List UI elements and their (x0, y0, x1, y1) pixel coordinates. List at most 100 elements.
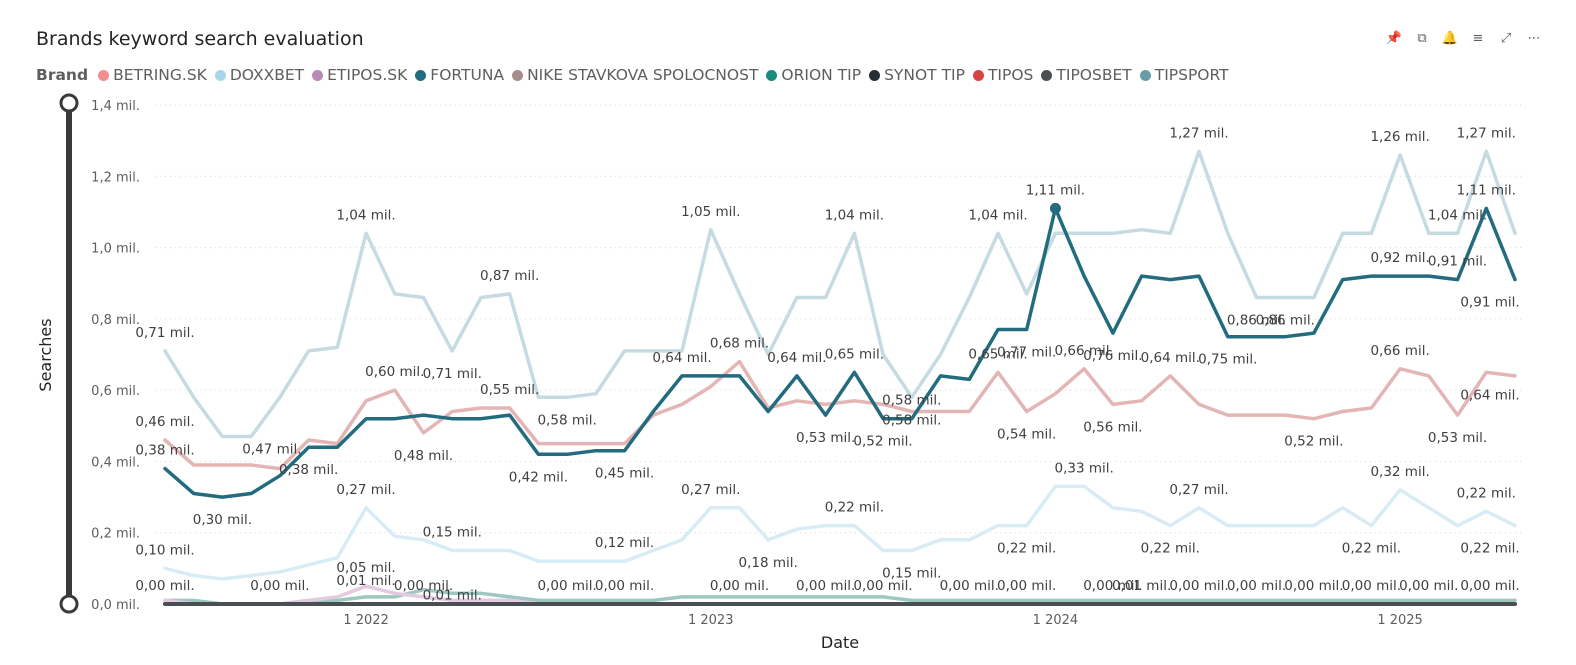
data-label: 0,00 mil. (1083, 578, 1142, 594)
legend-marker (512, 69, 524, 81)
data-label: 0,00 mil. (1342, 578, 1401, 594)
legend-marker (415, 69, 427, 81)
legend-item-orion-tip[interactable]: ORION TIP (766, 66, 861, 84)
data-label: 0,86 mil. (1256, 312, 1315, 328)
legend-marker (312, 69, 324, 81)
legend-label: FORTUNA (430, 66, 505, 84)
legend-item-doxxbet[interactable]: DOXXBET (214, 66, 304, 84)
legend: Brand BETRING.SK DOXXBET ETIPOS.SK FORTUNA N… (36, 66, 1237, 84)
data-label: 0,66 mil. (1055, 343, 1114, 359)
data-label: 0,68 mil. (710, 336, 769, 352)
data-label: 0,15 mil. (423, 525, 482, 541)
data-label: 0,22 mil. (997, 541, 1056, 557)
data-label: 0,00 mil. (710, 578, 769, 594)
series-line-fortuna[interactable] (163, 206, 1517, 499)
legend-item-synot-tip[interactable]: SYNOT TIP (869, 66, 965, 84)
range-slider-bottom-handle[interactable] (59, 594, 79, 614)
data-label: 0,60 mil. (365, 364, 424, 380)
data-label: 0,00 mil. (940, 578, 999, 594)
data-label: 0,22 mil. (1141, 541, 1200, 557)
data-label: 0,92 mil. (1370, 250, 1429, 266)
series-line-betring-sk[interactable] (163, 359, 1517, 471)
data-label: 0,00 mil. (135, 578, 194, 594)
data-label: 0,12 mil. (595, 535, 654, 551)
y-axis-range-slider[interactable] (59, 93, 79, 614)
data-label: 0,00 mil. (1284, 578, 1343, 594)
filter-icon[interactable]: ≡ (1472, 30, 1484, 46)
legend-item-tiposbet[interactable]: TIPOSBET (1041, 66, 1132, 84)
data-label: 1,26 mil. (1370, 129, 1429, 145)
data-label: 1,04 mil. (825, 207, 884, 223)
bell-icon[interactable]: 🔔 (1441, 30, 1459, 46)
data-label: 0,64 mil. (1460, 387, 1519, 403)
legend-label: BETRING.SK (113, 66, 207, 84)
legend-item-fortuna[interactable]: FORTUNA (415, 66, 504, 84)
y-tick-label: 0,6 mil. (91, 384, 140, 399)
data-label: 0,66 mil. (1370, 343, 1429, 359)
range-slider-top-handle[interactable] (59, 93, 79, 113)
data-label: 0,27 mil. (336, 482, 395, 498)
data-label: 0,22 mil. (1460, 541, 1519, 557)
data-label: 0,00 mil. (250, 578, 309, 594)
focus-mode-icon[interactable]: ⤢ (1500, 30, 1512, 46)
data-label: 0,45 mil. (595, 466, 654, 482)
data-label: 0,22 mil. (1342, 541, 1401, 557)
data-label: 1,27 mil. (1457, 125, 1516, 141)
series-line-doxxbet[interactable] (163, 484, 1517, 581)
data-label: 0,56 mil. (1083, 419, 1142, 435)
data-label: 0,01 mil. (336, 573, 395, 589)
data-label: 0,54 mil. (997, 427, 1056, 443)
legend-item-etipos-sk[interactable]: ETIPOS.SK (312, 66, 407, 84)
data-label: 0,22 mil. (825, 500, 884, 516)
data-label: 0,64 mil. (652, 350, 711, 366)
pin-icon[interactable]: 📌 (1385, 30, 1403, 46)
data-label: 1,04 mil. (968, 207, 1027, 223)
data-label: 1,04 mil. (1428, 207, 1487, 223)
legend-label: TIPOSBET (1056, 66, 1132, 84)
more-options-icon[interactable]: ⋯ (1527, 30, 1541, 46)
series-line-tipsport[interactable] (163, 149, 1517, 439)
data-label: 0,30 mil. (193, 512, 252, 528)
data-label: 0,01 mil. (423, 587, 482, 603)
legend-title: Brand (36, 66, 89, 84)
data-label: 1,27 mil. (1169, 125, 1228, 141)
data-label: 0,18 mil. (739, 555, 798, 571)
data-label: 0,00 mil. (394, 578, 453, 594)
y-tick-label: 0,0 mil. (91, 598, 140, 613)
legend-item-betring-sk[interactable]: BETRING.SK (98, 66, 207, 84)
data-label: 0,58 mil. (882, 412, 941, 428)
data-label: 1,11 mil. (1026, 182, 1085, 198)
data-label: 0,05 mil. (336, 560, 395, 576)
data-label: 0,55 mil. (480, 382, 539, 398)
series-line-orion-tip[interactable] (163, 587, 1517, 606)
highlight-data-point[interactable] (1049, 202, 1061, 214)
data-label: 0,22 mil. (1457, 485, 1516, 501)
data-labels: 0,71 mil. 1,04 mil. 0,71 mil. 0,87 mil. 0,58… (135, 125, 1519, 603)
legend-marker (1041, 69, 1053, 81)
data-label: 0,48 mil. (394, 448, 453, 464)
data-label: 0,64 mil. (767, 350, 826, 366)
data-label: 0,00 mil. (1399, 578, 1458, 594)
data-label: 1,11 mil. (1457, 182, 1516, 198)
y-tick-label: 1,2 mil. (91, 170, 140, 185)
y-axis-title: Searches (36, 318, 55, 391)
x-tick-label: 1 2023 (688, 613, 734, 628)
data-label: 0,53 mil. (796, 430, 855, 446)
legend-item-nike-stavkova-spolocnost[interactable]: NIKE STAVKOVA SPOLOCNOST (512, 66, 758, 84)
data-label: 0,52 mil. (853, 434, 912, 450)
legend-item-tipsport[interactable]: TIPSPORT (1139, 66, 1229, 84)
legend-marker (972, 69, 984, 81)
legend-item-tipos[interactable]: TIPOS (972, 66, 1033, 84)
chart-title: Brands keyword search evaluation (36, 28, 364, 50)
data-label: 0,71 mil. (423, 366, 482, 382)
series-lines (163, 149, 1517, 606)
data-label: 1,05 mil. (681, 204, 740, 220)
data-label: 0,33 mil. (1055, 460, 1114, 476)
copy-icon[interactable]: ⧉ (1417, 30, 1427, 46)
y-axis-ticks: 0,0 mil. 0,2 mil. 0,4 mil. 0,6 mil. 0,8 mil.… (91, 99, 140, 613)
data-label: 0,75 mil. (1198, 352, 1257, 368)
data-label: 0,10 mil. (135, 542, 194, 558)
x-tick-label: 1 2025 (1377, 613, 1423, 628)
data-label: 0,00 mil. (796, 578, 855, 594)
